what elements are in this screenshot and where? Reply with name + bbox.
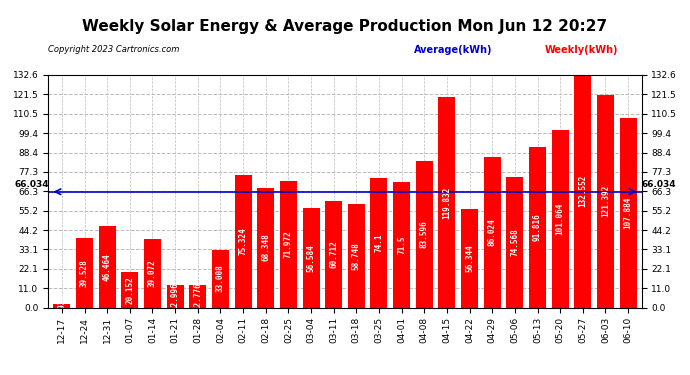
Bar <box>438 98 455 308</box>
Text: 12.776: 12.776 <box>193 282 202 310</box>
Text: 91.816: 91.816 <box>533 213 542 241</box>
Bar <box>302 208 319 308</box>
Bar <box>280 181 297 308</box>
Bar <box>99 226 116 308</box>
Text: 1.928: 1.928 <box>57 294 66 317</box>
Bar <box>484 157 501 308</box>
Bar <box>348 204 365 308</box>
Bar <box>574 75 591 307</box>
Text: 39.072: 39.072 <box>148 260 157 287</box>
Bar <box>212 250 229 308</box>
Bar <box>552 130 569 308</box>
Text: 12.996: 12.996 <box>170 282 179 310</box>
Bar <box>371 178 388 308</box>
Bar <box>393 182 410 308</box>
Bar <box>506 177 523 308</box>
Text: 132.552: 132.552 <box>578 175 587 207</box>
Text: 121.392: 121.392 <box>601 185 610 217</box>
Text: 83.596: 83.596 <box>420 220 428 248</box>
Text: 56.584: 56.584 <box>306 244 315 272</box>
Bar <box>76 238 93 308</box>
Text: Weekly Solar Energy & Average Production Mon Jun 12 20:27: Weekly Solar Energy & Average Production… <box>82 19 608 34</box>
Bar <box>167 285 184 308</box>
Text: 60.712: 60.712 <box>329 240 338 268</box>
Bar <box>461 209 478 308</box>
Bar <box>53 304 70 307</box>
Text: 107.884: 107.884 <box>624 197 633 229</box>
Text: 58.748: 58.748 <box>352 242 361 270</box>
Bar <box>121 272 138 308</box>
Text: 75.324: 75.324 <box>239 228 248 255</box>
Text: 20.152: 20.152 <box>126 276 135 304</box>
Text: 101.064: 101.064 <box>555 203 564 235</box>
Text: Copyright 2023 Cartronics.com: Copyright 2023 Cartronics.com <box>48 45 179 54</box>
Text: 56.344: 56.344 <box>465 244 474 272</box>
Bar <box>597 94 614 308</box>
Bar <box>325 201 342 308</box>
Text: 119.832: 119.832 <box>442 186 451 219</box>
Text: 71.5: 71.5 <box>397 236 406 254</box>
Text: 74.1: 74.1 <box>375 233 384 252</box>
Text: 68.348: 68.348 <box>262 234 270 261</box>
Bar <box>620 118 637 308</box>
Text: 66.034: 66.034 <box>642 180 676 189</box>
Text: 86.024: 86.024 <box>488 218 497 246</box>
Bar <box>189 285 206 308</box>
Bar <box>144 239 161 308</box>
Text: 71.972: 71.972 <box>284 231 293 258</box>
Text: 33.008: 33.008 <box>216 265 225 292</box>
Text: 46.464: 46.464 <box>103 253 112 280</box>
Text: 66.034: 66.034 <box>14 180 50 189</box>
Text: Average(kWh): Average(kWh) <box>414 45 493 55</box>
Bar <box>235 176 252 308</box>
Bar <box>257 188 274 308</box>
Bar <box>416 161 433 308</box>
Text: Weekly(kWh): Weekly(kWh) <box>545 45 619 55</box>
Bar <box>529 147 546 308</box>
Text: 74.568: 74.568 <box>511 228 520 256</box>
Text: 39.528: 39.528 <box>80 259 89 287</box>
